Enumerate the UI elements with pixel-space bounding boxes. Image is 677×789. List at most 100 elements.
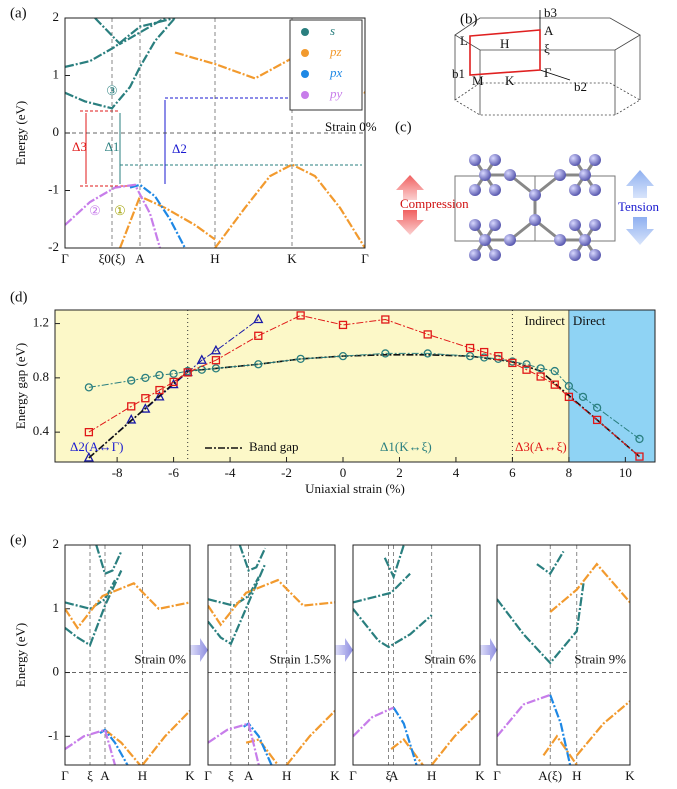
band xyxy=(245,738,279,765)
band xyxy=(65,18,176,68)
marker xyxy=(338,320,348,330)
label: Compression xyxy=(400,196,469,211)
y-tick-label: 2 xyxy=(53,536,60,551)
x-tick-label: K xyxy=(330,768,340,783)
plot-frame xyxy=(352,544,481,766)
marker xyxy=(522,360,531,369)
label: Tension xyxy=(618,199,659,214)
marker xyxy=(196,354,207,364)
y-tick-label: 0 xyxy=(53,124,60,139)
x-tick-label: H xyxy=(572,768,581,783)
band xyxy=(208,576,260,607)
band xyxy=(208,578,335,627)
x-tick-label: A xyxy=(244,768,254,783)
panel-label: (d) xyxy=(10,289,28,305)
data-layer xyxy=(65,545,190,765)
marker xyxy=(564,392,574,402)
annotation: Δ1 xyxy=(105,139,120,154)
marker xyxy=(253,313,264,324)
y-axis-title: Energy gap (eV) xyxy=(13,343,28,429)
band xyxy=(353,706,395,738)
y-tick-label: -1 xyxy=(48,727,59,742)
band xyxy=(549,694,572,765)
atom xyxy=(489,249,501,261)
band xyxy=(542,734,578,765)
data-layer xyxy=(353,545,480,765)
y-tick-label: 1 xyxy=(53,66,60,81)
arrow xyxy=(190,638,208,662)
marker xyxy=(127,402,136,411)
x-tick-label: ξ xyxy=(386,768,392,783)
x-tick-label: A xyxy=(389,768,399,783)
annotation: ① xyxy=(114,203,126,218)
arrow xyxy=(626,170,654,198)
x-tick-label: A xyxy=(135,251,145,266)
atom xyxy=(469,219,481,231)
x-tick-label: Γ xyxy=(349,768,357,783)
band xyxy=(118,194,216,248)
panel-label: (e) xyxy=(10,532,27,548)
x-tick-label: K xyxy=(287,251,297,266)
band xyxy=(353,608,433,649)
legend-swatch xyxy=(301,70,309,78)
arrow xyxy=(480,638,497,662)
plot-frame xyxy=(54,309,656,463)
marker xyxy=(296,354,305,364)
marker xyxy=(84,383,94,392)
label: M xyxy=(472,73,484,88)
marker xyxy=(169,377,178,387)
marker xyxy=(592,403,602,412)
band xyxy=(214,163,365,248)
panel-label: (a) xyxy=(10,5,27,21)
x-tick-label: 2 xyxy=(396,465,403,480)
marker xyxy=(140,403,151,413)
panel-label: (c) xyxy=(395,119,412,135)
label: L xyxy=(460,33,468,48)
x-tick-label: K xyxy=(625,768,635,783)
legend-label: Δ1(K↔ξ) xyxy=(380,439,432,454)
marker xyxy=(141,394,150,403)
label: ξ xyxy=(544,41,550,56)
gap-arrows xyxy=(80,97,362,187)
label: A xyxy=(544,23,554,38)
marker xyxy=(254,331,263,340)
band xyxy=(208,722,260,765)
y-axis-title: Energy (eV) xyxy=(13,101,28,165)
y-tick-label: 1 xyxy=(53,600,60,615)
brillouin-zone xyxy=(454,10,641,116)
marker xyxy=(536,364,545,373)
data-layer xyxy=(208,545,335,765)
atom xyxy=(554,169,566,181)
y-tick-label: -1 xyxy=(48,181,59,196)
x-tick-label: H xyxy=(427,768,436,783)
marker xyxy=(254,360,263,369)
label: Γ xyxy=(544,65,552,80)
atom xyxy=(489,184,501,196)
marker xyxy=(127,376,136,385)
atom xyxy=(579,234,591,246)
marker xyxy=(169,369,178,378)
plot-frame xyxy=(64,544,191,766)
y-tick-label: 0 xyxy=(53,664,60,679)
marker xyxy=(141,373,150,383)
annotation: Strain 1.5% xyxy=(270,652,332,667)
marker xyxy=(550,380,559,389)
legend-swatch xyxy=(301,28,309,36)
atom xyxy=(529,189,541,201)
band xyxy=(238,545,267,572)
x-tick-label: 0 xyxy=(340,465,347,480)
x-axis-title: Uniaxial strain (%) xyxy=(305,481,405,496)
legend-label: Δ3(A↔ξ) xyxy=(515,439,567,454)
x-tick-label: 10 xyxy=(619,465,632,480)
data-layer xyxy=(83,311,644,462)
panel-label: (b) xyxy=(460,11,478,27)
x-tick-label: A xyxy=(100,768,110,783)
band xyxy=(497,693,551,738)
annotation: Strain 9% xyxy=(574,652,626,667)
marker xyxy=(210,344,222,355)
x-tick-label: K xyxy=(185,768,195,783)
label: H xyxy=(500,36,509,51)
x-tick-label: 8 xyxy=(566,465,573,480)
